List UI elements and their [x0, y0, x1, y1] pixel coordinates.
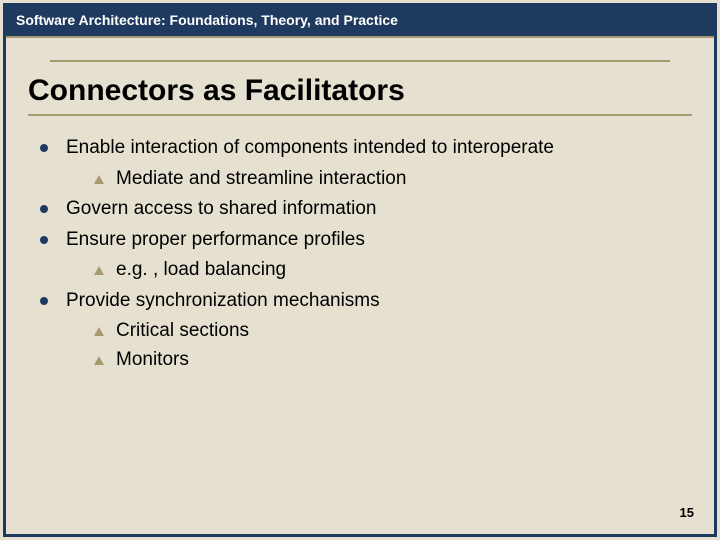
- bullet-text: Ensure proper performance profiles: [66, 229, 365, 250]
- slide-title: Connectors as Facilitators: [28, 74, 692, 108]
- sub-list-item: e.g. , load balancing: [94, 256, 692, 285]
- header-text: Software Architecture: Foundations, Theo…: [16, 12, 398, 28]
- divider-top: [50, 60, 670, 62]
- bullet-text: Provide synchronization mechanisms: [66, 290, 380, 311]
- list-item: Provide synchronization mechanisms Criti…: [40, 287, 692, 375]
- slide-frame: Software Architecture: Foundations, Theo…: [3, 3, 717, 537]
- list-item: Govern access to shared information: [40, 195, 692, 224]
- bullet-text: Govern access to shared information: [66, 198, 377, 219]
- header-bar: Software Architecture: Foundations, Theo…: [6, 6, 714, 38]
- content-area: Connectors as Facilitators Enable intera…: [6, 60, 714, 374]
- sub-list-item: Monitors: [94, 346, 692, 375]
- page-number: 15: [680, 505, 694, 520]
- sub-list-item: Critical sections: [94, 317, 692, 346]
- divider-below-title: [28, 114, 692, 116]
- sub-bullet-list: Mediate and streamline interaction: [66, 165, 692, 194]
- list-item: Enable interaction of components intende…: [40, 134, 692, 193]
- list-item: Ensure proper performance profiles e.g. …: [40, 226, 692, 285]
- sub-list-item: Mediate and streamline interaction: [94, 165, 692, 194]
- sub-bullet-list: Critical sections Monitors: [66, 317, 692, 374]
- bullet-text: Enable interaction of components intende…: [66, 137, 554, 158]
- sub-bullet-list: e.g. , load balancing: [66, 256, 692, 285]
- bullet-list: Enable interaction of components intende…: [28, 134, 692, 374]
